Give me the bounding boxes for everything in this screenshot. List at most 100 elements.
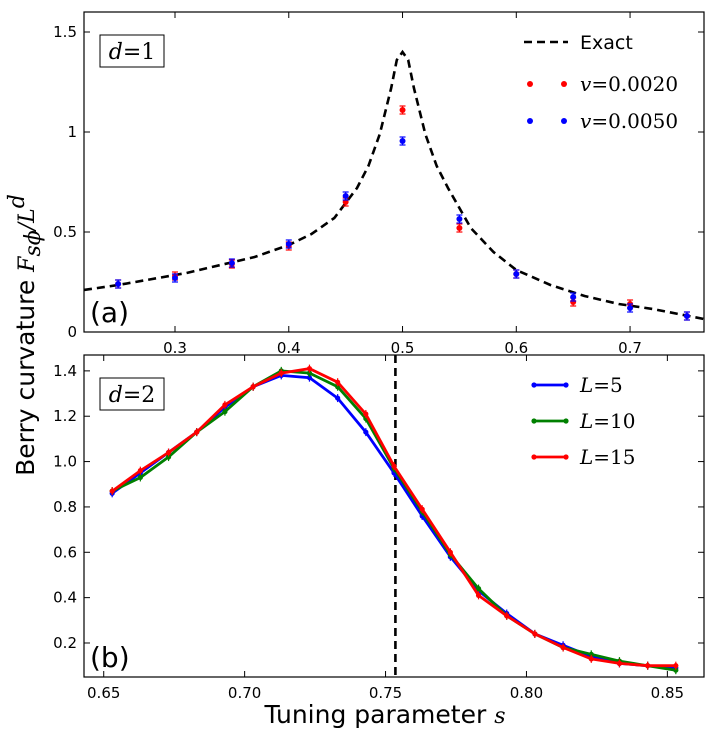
y-tick-label: 1.0 [53,453,77,471]
plot-area [109,355,679,677]
legend-label: L=15 [579,445,636,469]
exact-curve [84,49,704,321]
y-axis-title: Berry curvature Fsϕ/Ld [5,194,46,476]
y-tick-label: 0 [67,323,77,341]
x-tick-label: 0.5 [391,339,415,357]
data-point [228,260,235,266]
panel-a: 0.3 0.4 0.5 0.6 0.7 0 0.5 1 1.5 d=1 (a) Exact v=0.00… [53,11,705,357]
data-point [165,449,172,456]
data-point [456,216,463,222]
legend-marker [561,118,567,124]
x-tick-label: 0.6 [504,339,528,357]
data-point [588,656,594,662]
data-point [306,366,313,372]
data-point [419,506,425,512]
x-tick-label: 0.4 [277,339,301,357]
legend-label: v=0.0050 [580,109,678,133]
data-point [391,463,397,469]
legend-marker [561,81,567,87]
data-point [306,375,313,381]
legend-label: L=5 [579,373,623,397]
data-point [306,370,313,376]
legend-label-exact: Exact [580,32,633,54]
legend-marker [531,418,537,424]
data-point [222,402,228,408]
legend-marker [531,454,537,460]
data-point [475,585,482,592]
data-point [399,138,406,144]
data-point [475,592,482,598]
y-tick-label: 0.2 [53,634,77,652]
data-point [616,660,623,666]
data-point [172,275,179,281]
data-point [399,107,406,113]
x-tick-label: 0.65 [87,684,120,702]
dimension-label: d=2 [109,383,156,408]
y-tick-label: 1.5 [53,23,77,41]
legend-marker [527,81,533,87]
data-point [222,409,228,415]
data-point [137,468,143,474]
y-tick-label: 0.6 [53,543,77,561]
y-tick-label: 0.4 [53,589,77,607]
legend-marker [527,118,533,124]
x-tick-label: 0.80 [510,684,543,702]
panel-tag: (b) [90,641,130,674]
y-axis-title-superscript: d [5,194,30,208]
data-point [532,631,538,637]
y-tick-label: 1.4 [53,362,77,380]
data-point [194,429,200,435]
y-axis-title-subscript: sϕ [21,230,46,256]
y-axis-title-F: F [15,256,40,273]
data-point [570,294,577,300]
data-point [335,379,341,385]
data-point [137,474,143,481]
data-point [447,549,453,555]
data-point [588,651,594,657]
panel-b: 0.65 0.70 0.75 0.80 0.85 0.2 0.4 0.6 0.8 1.0 1.2 1.… [53,354,705,702]
legend-marker [563,418,569,424]
y-tick-label: 1.2 [53,407,77,425]
plot-area [84,49,704,321]
data-point [645,663,651,669]
y-axis-title-prefix: Berry curvature [11,272,40,476]
legend-label: v=0.0020 [580,72,678,96]
legend-marker [563,382,569,388]
data-point [165,454,172,460]
data-point [342,193,349,199]
data-point [673,667,679,673]
data-point [504,613,510,619]
y-tick-label: 0.8 [53,498,77,516]
legend-marker [531,382,537,388]
dimension-label: d=1 [109,40,156,65]
data-point [456,225,463,231]
y-tick-label: 0.5 [53,223,77,241]
data-point [278,370,284,376]
data-point [250,384,256,390]
plot-frame [83,11,705,333]
y-axis-title-slash: /L [15,208,40,232]
plot-frame [83,354,705,678]
data-point [363,429,369,435]
dimension-box [99,377,165,411]
x-axis-title-s: s [494,704,505,729]
x-tick-label: 0.7 [618,339,642,357]
x-axis-title-prefix: Tuning parameter [264,700,495,729]
data-point [627,305,634,311]
data-point [560,644,566,651]
legend-label: L=10 [579,409,636,433]
data-point [513,271,520,277]
dimension-box [99,34,165,68]
panel-tag: (a) [90,296,129,329]
x-tick-label: 0.70 [228,684,261,702]
x-axis-title: Tuning parameter s [264,700,506,729]
data-point [335,395,341,401]
x-tick-label: 0.75 [369,684,402,702]
data-point [285,241,292,247]
data-point [109,488,115,494]
x-tick-label: 0.3 [163,339,187,357]
y-tick-label: 1 [67,123,77,141]
data-point [683,313,690,319]
data-point [115,281,122,287]
